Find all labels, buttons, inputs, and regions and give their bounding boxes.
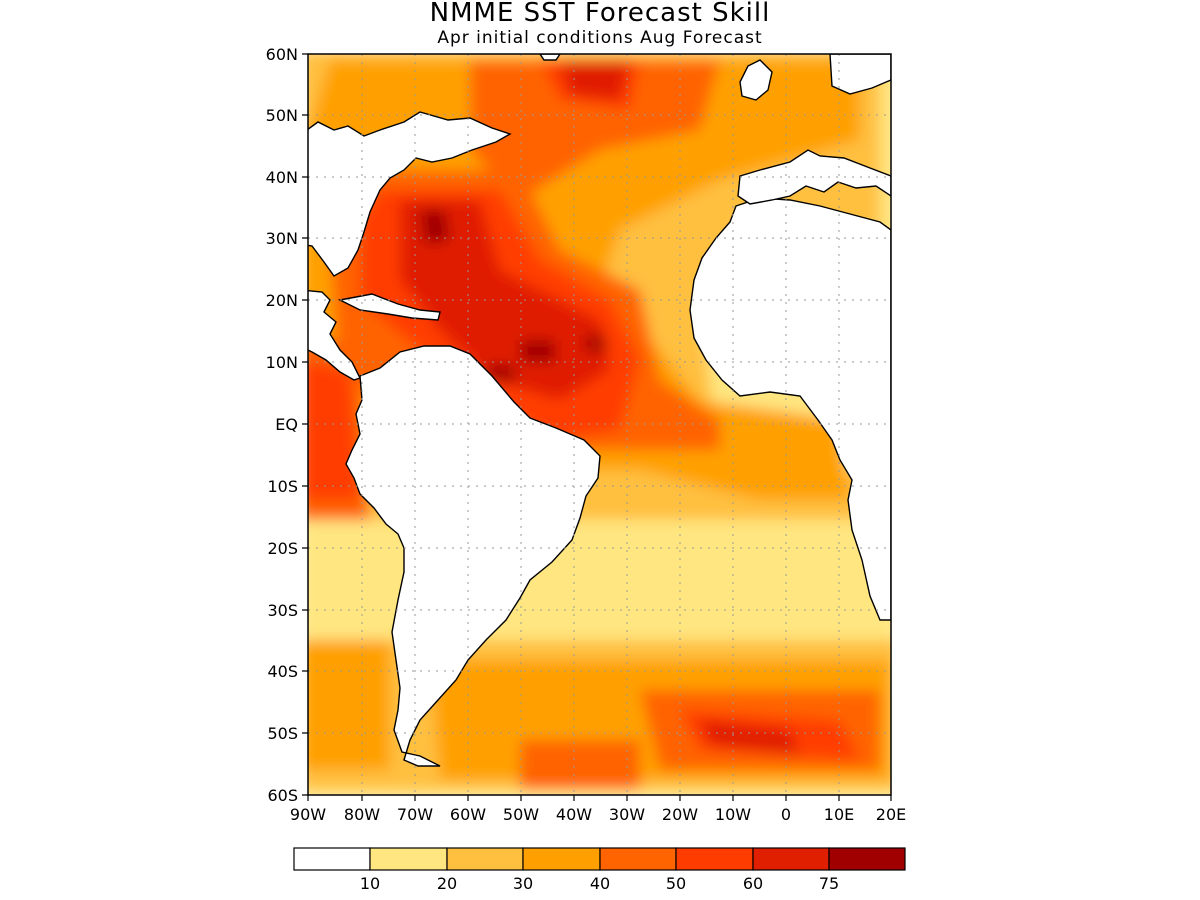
lon-label: 90W [290, 805, 326, 824]
lat-label: 40S [267, 662, 298, 681]
lon-label: 10W [715, 805, 751, 824]
lon-label: 70W [397, 805, 433, 824]
axis-ticks [302, 53, 892, 801]
lon-label: 20W [662, 805, 698, 824]
colorbar-bin [599, 847, 677, 871]
sst-skill-field [308, 54, 891, 795]
lat-label: 50N [266, 106, 298, 125]
colorbar-bin [369, 847, 448, 871]
colorbar-label: 40 [590, 874, 610, 893]
lon-label: 0 [781, 805, 791, 824]
south-america [345, 345, 601, 767]
lon-label: 10E [824, 805, 854, 824]
lat-label: 10S [267, 477, 298, 496]
lat-label: 50S [267, 724, 298, 743]
lon-label: 80W [344, 805, 380, 824]
colorbar-label: 75 [819, 874, 839, 893]
lon-label: 30W [609, 805, 645, 824]
colorbar-bin [522, 847, 601, 871]
lat-label: 30N [266, 229, 298, 248]
lat-label: 60S [267, 786, 298, 805]
map-title: NMME SST Forecast Skill [429, 0, 771, 28]
lat-label: 20N [266, 291, 298, 310]
scandinavia-uk [829, 54, 891, 95]
longitude-labels: 90W 80W 70W 60W 50W 40W 30W 20W 10W 0 10… [290, 805, 906, 824]
africa [689, 197, 891, 621]
lon-label: 60W [450, 805, 486, 824]
north-america [308, 111, 512, 277]
colorbar-bin [293, 847, 371, 871]
lat-label: 60N [266, 45, 298, 64]
lon-label: 20E [876, 805, 906, 824]
lat-label: EQ [275, 415, 298, 434]
colorbar-label: 30 [513, 874, 533, 893]
lat-label: 20S [267, 539, 298, 558]
colorbar-bin [752, 847, 830, 871]
colorbar-label: 20 [437, 874, 457, 893]
british-isles [739, 59, 773, 101]
colorbar-label: 60 [743, 874, 763, 893]
lat-label: 10N [266, 353, 298, 372]
colorbar-bin [828, 847, 906, 871]
lat-label: 40N [266, 168, 298, 187]
europe [737, 149, 891, 205]
map-subtitle: Apr initial conditions Aug Forecast [437, 28, 763, 48]
colorbar-label: 10 [360, 874, 380, 893]
colorbar-bin [446, 847, 524, 871]
central-america [308, 290, 361, 381]
colorbar: 10 20 30 40 50 60 75 [293, 847, 906, 893]
lon-label: 50W [503, 805, 539, 824]
colorbar-label: 50 [666, 874, 686, 893]
greenland [539, 54, 561, 61]
latitude-labels: 60N 50N 40N 30N 20N 10N EQ 10S 20S 30S 4… [266, 45, 298, 805]
lon-label: 40W [556, 805, 592, 824]
colorbar-bin [675, 847, 754, 871]
lat-label: 30S [267, 601, 298, 620]
